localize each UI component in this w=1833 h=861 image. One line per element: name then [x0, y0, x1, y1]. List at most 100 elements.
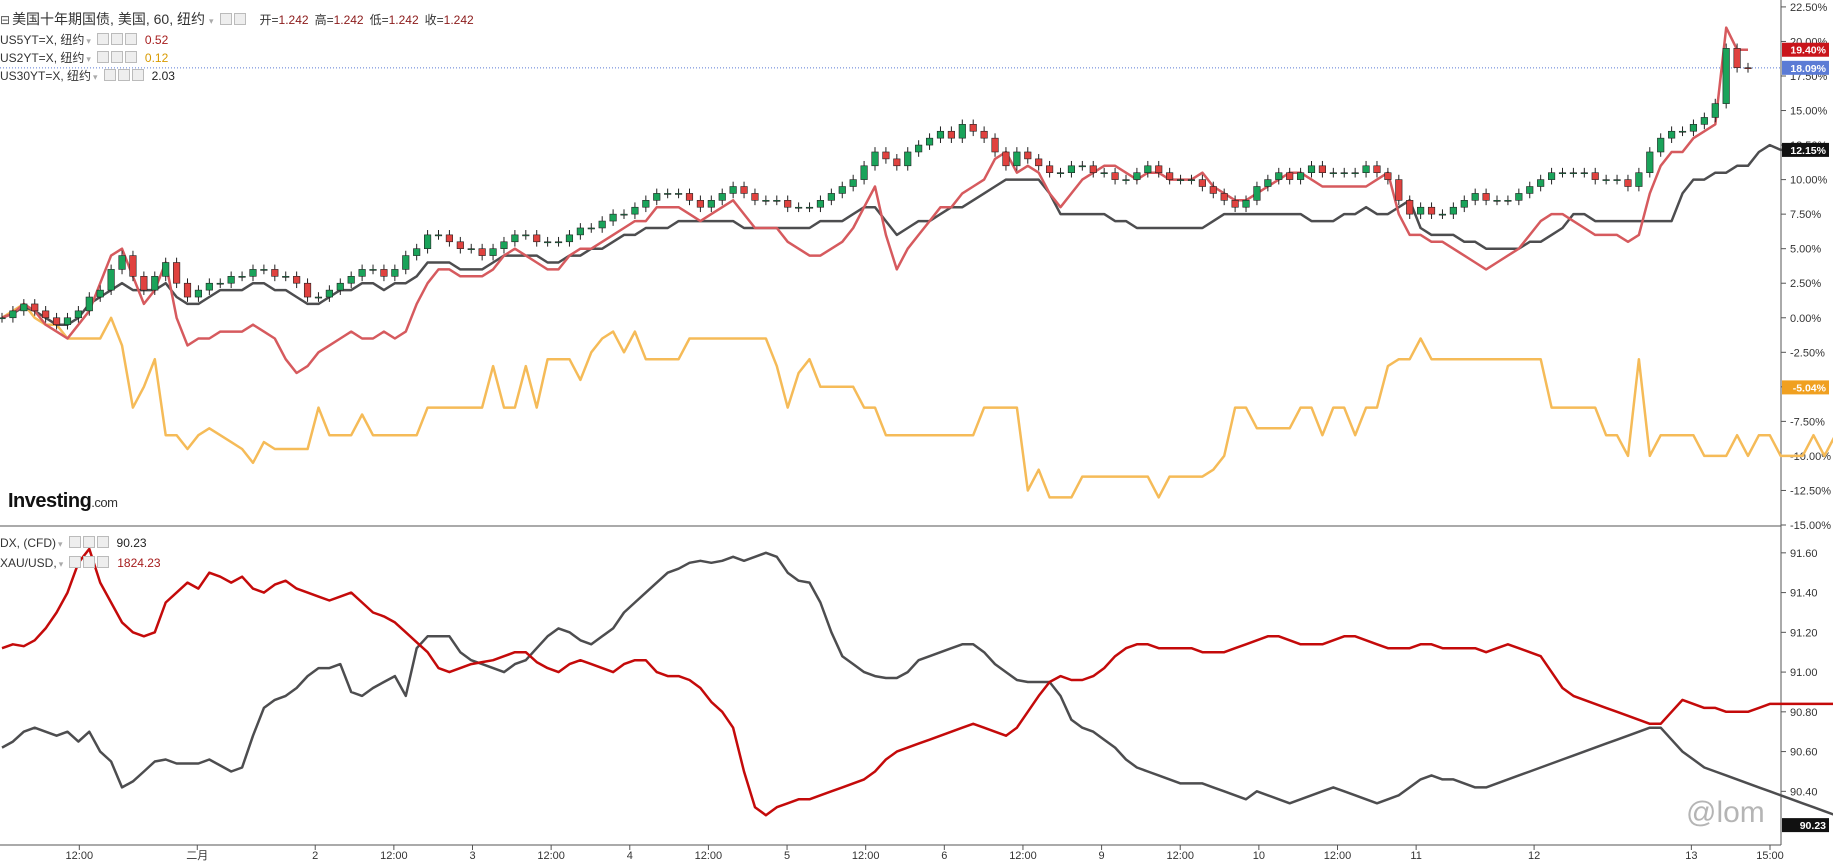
low-value: 1.242 [388, 13, 419, 27]
candle [1275, 172, 1283, 180]
candle [1253, 186, 1261, 201]
candle [675, 193, 683, 195]
candle [1548, 172, 1556, 180]
chevron-down-icon[interactable]: ▾ [58, 539, 63, 549]
chevron-down-icon[interactable]: ▾ [86, 36, 91, 46]
close-icon[interactable] [97, 556, 110, 568]
legend-xau: XAU/USD, ▾ 1824.23 [0, 556, 161, 571]
chevron-down-icon[interactable]: ▾ [58, 559, 64, 569]
hide-icon[interactable] [233, 13, 246, 25]
legend-dx-name: DX, (CFD) [0, 536, 56, 550]
high-label: 高= [314, 13, 334, 27]
candle [1624, 179, 1632, 187]
brand-suffix: .com [91, 495, 118, 510]
legend-dx-value: 90.23 [116, 536, 147, 550]
close-icon[interactable] [131, 69, 144, 81]
settings-icon[interactable] [103, 69, 116, 81]
y-tick-label: 15.00% [1790, 106, 1828, 118]
chevron-down-icon[interactable]: ▾ [93, 72, 98, 82]
candle [358, 269, 366, 277]
candle [784, 200, 792, 208]
candle [1460, 200, 1468, 208]
y-tick-label: -10.00% [1790, 451, 1831, 463]
candle [1537, 179, 1545, 187]
close-icon[interactable] [96, 536, 109, 548]
candle [20, 303, 28, 312]
price-label-box [1782, 380, 1829, 395]
low-label: 低= [369, 13, 389, 27]
candle [696, 200, 704, 208]
chevron-down-icon[interactable]: ▾ [208, 16, 214, 26]
watermark: @lom [1686, 796, 1765, 829]
candle [1122, 179, 1130, 181]
candle [500, 241, 508, 249]
candle [314, 296, 323, 299]
candle [1078, 165, 1086, 168]
candle [849, 179, 857, 187]
series-line-xau [1, 547, 1833, 817]
candle [1395, 179, 1403, 201]
y-tick-label: -7.50% [1790, 416, 1825, 428]
candle [718, 193, 726, 201]
candle [63, 317, 72, 325]
candle [303, 282, 312, 298]
hide-icon[interactable] [117, 69, 130, 81]
close-icon[interactable] [124, 51, 137, 63]
candle [205, 282, 213, 291]
candle [107, 269, 115, 291]
settings-icon[interactable] [96, 33, 109, 45]
candle [1198, 179, 1206, 187]
candle [904, 151, 912, 167]
settings-icon[interactable] [96, 51, 109, 63]
collapse-icon[interactable]: ⊟ [0, 13, 11, 27]
candle [915, 144, 923, 153]
hide-icon[interactable] [110, 51, 123, 63]
candle [293, 276, 301, 284]
settings-icon[interactable] [68, 536, 81, 548]
candle [991, 137, 999, 153]
series-line-us30yt [1, 143, 1792, 326]
candle [183, 282, 192, 298]
candle [958, 124, 966, 139]
candle [773, 200, 781, 202]
settings-icon[interactable] [219, 13, 232, 25]
x-tick-label: 12:00 [852, 850, 880, 861]
hide-icon[interactable] [110, 33, 123, 45]
candle [762, 200, 770, 202]
settings-icon[interactable] [69, 556, 82, 568]
x-tick-label: 12 [1528, 850, 1540, 861]
y-tick-label: 91.00 [1790, 667, 1818, 679]
hide-icon[interactable] [83, 556, 96, 568]
candle [1013, 151, 1021, 167]
chevron-down-icon[interactable]: ▾ [86, 54, 91, 64]
y-tick-label: 90.60 [1790, 747, 1818, 759]
price-label-text: 18.09% [1790, 63, 1826, 75]
candle [1329, 172, 1337, 174]
candle [1515, 193, 1523, 201]
close-icon[interactable] [124, 33, 137, 45]
candle [620, 213, 628, 216]
candle [391, 269, 399, 277]
candle [1384, 172, 1392, 180]
candle [238, 276, 246, 278]
candle [1067, 165, 1075, 173]
candle [707, 200, 715, 208]
candle [1373, 165, 1381, 173]
candle [9, 310, 17, 319]
candle [140, 276, 148, 291]
legend-us2yt-value: 0.12 [144, 51, 169, 65]
candle [1307, 165, 1316, 173]
legend-xau-name: XAU/USD, [0, 556, 57, 570]
candle [1111, 172, 1119, 180]
candle [969, 124, 977, 132]
candle [1024, 151, 1032, 160]
hide-icon[interactable] [82, 536, 95, 548]
candle [162, 262, 170, 277]
legend-xau-value: 1824.23 [117, 556, 161, 570]
candle [1286, 172, 1294, 180]
candle [1733, 48, 1741, 68]
candle [1100, 172, 1108, 174]
candle [1635, 172, 1643, 187]
candle [1504, 200, 1512, 202]
